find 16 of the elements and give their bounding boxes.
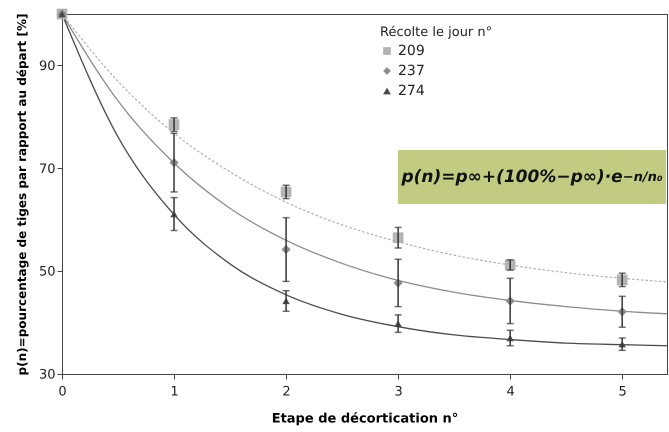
legend-title: Récolte le jour n° <box>380 25 492 40</box>
x-axis-title: Etape de décortication n° <box>272 412 458 426</box>
y-tick-label: 70 <box>38 162 56 177</box>
y-tick-label: 90 <box>38 58 56 74</box>
y-tick-label: 30 <box>38 368 56 382</box>
legend-label: 274 <box>398 83 425 99</box>
x-tick-label: 4 <box>506 384 515 400</box>
x-tick-label: 5 <box>618 384 627 400</box>
legend-label: 209 <box>398 43 425 59</box>
x-tick-label: 1 <box>170 384 179 400</box>
x-tick-label: 3 <box>394 384 403 400</box>
y-tick-label: 50 <box>38 264 56 280</box>
legend-label: 237 <box>398 63 425 79</box>
y-axis-title: p(n)=pourcentage de tiges par rapport au départ [%] <box>14 14 29 376</box>
x-tick-label: 0 <box>58 384 67 400</box>
x-tick-label: 2 <box>282 384 291 400</box>
